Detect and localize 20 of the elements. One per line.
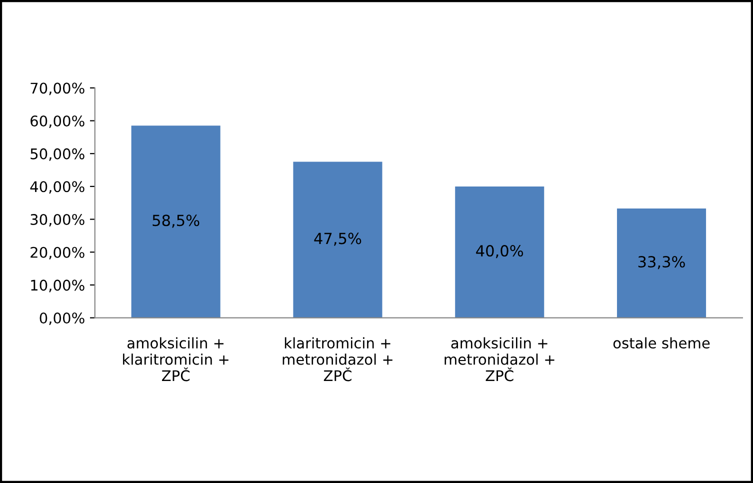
y-tick-label: 70,00% (30, 82, 84, 96)
data-label: 47,5% (314, 232, 362, 246)
y-tick-label: 10,00% (31, 280, 84, 292)
bar (131, 126, 220, 318)
bar (293, 162, 382, 318)
y-tick-label: 50,00% (30, 148, 84, 161)
data-label: 40,0% (476, 245, 524, 258)
y-tick-label: 60,00% (30, 115, 84, 128)
x-tick-label: amoksicilin + metronidazol + ZPČ (444, 337, 554, 382)
x-tick-label: ostale sheme (613, 337, 710, 349)
x-tick-label: amoksicilin + klaritromicin + ZPČ (123, 337, 228, 382)
data-label: 33,3% (638, 256, 685, 270)
y-tick-label: 40,00% (30, 181, 84, 194)
data-label: 58,5% (152, 214, 200, 228)
bar (616, 208, 706, 318)
bar (455, 186, 544, 318)
y-tick-label: 20,00% (30, 246, 84, 260)
y-tick-label: 30,00% (30, 214, 84, 227)
x-tick-label: klaritromicin + metronidazol + ZPČ (282, 337, 392, 382)
y-tick-label: 0,00% (40, 312, 84, 326)
